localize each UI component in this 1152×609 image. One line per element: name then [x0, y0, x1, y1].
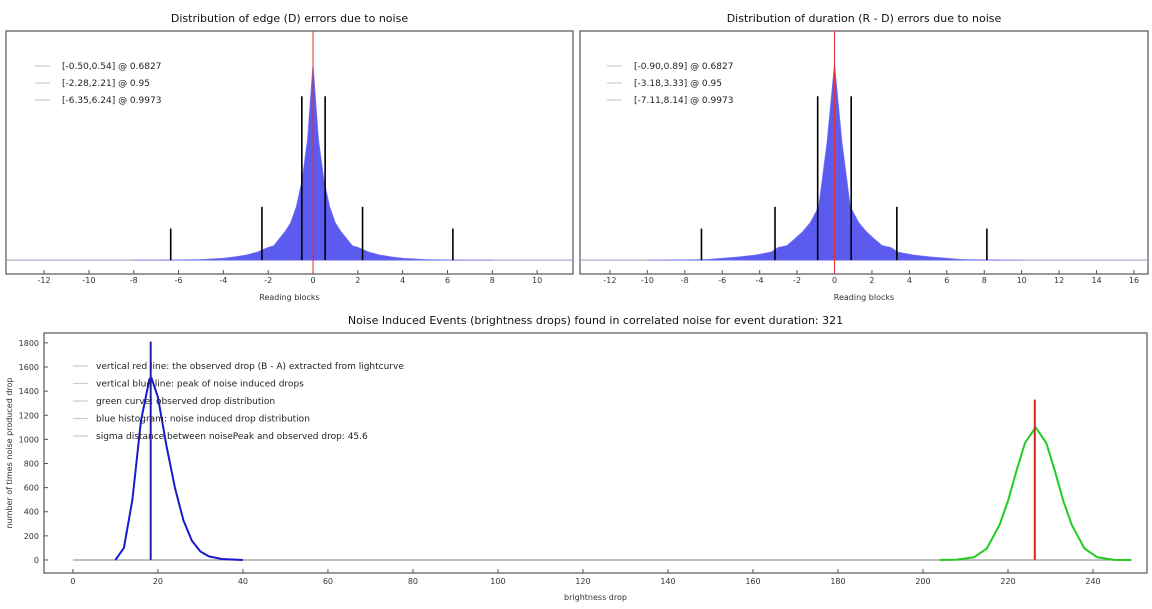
legend-entry: vertical red line: the observed drop (B …: [96, 362, 404, 372]
x-tick-label: 4: [907, 276, 912, 285]
x-tick-label: 2: [355, 276, 360, 285]
x-tick-label: 10: [532, 276, 542, 285]
x-tick-label: 8: [490, 276, 495, 285]
x-tick-label: 16: [1129, 276, 1139, 285]
legend-entry: [-0.50,0.54] @ 0.6827: [62, 62, 161, 72]
x-axis-label: Reading blocks: [259, 293, 319, 302]
y-tick-label: 0: [34, 556, 39, 565]
y-tick-label: 1800: [19, 339, 39, 348]
x-axis-label: Reading blocks: [834, 293, 894, 302]
legend-entry: [-7.11,8.14] @ 0.9973: [634, 96, 733, 106]
x-tick-label: 10: [1017, 276, 1027, 285]
y-tick-label: 200: [24, 532, 39, 541]
x-tick-label: 120: [575, 577, 590, 586]
y-tick-label: 1000: [19, 435, 39, 444]
legend-entry: [-3.18,3.33] @ 0.95: [634, 79, 722, 89]
y-axis-label: number of times noise produced drop: [5, 378, 14, 529]
chart-panel-2: Noise Induced Events (brightness drops) …: [5, 314, 1148, 602]
legend-entry: blue histogram: noise induced drop distr…: [96, 415, 310, 425]
legend-entry: [-6.35,6.24] @ 0.9973: [62, 96, 161, 106]
x-tick-label: 60: [323, 577, 333, 586]
y-tick-label: 1600: [19, 363, 39, 372]
x-tick-label: 6: [445, 276, 450, 285]
x-tick-label: 160: [745, 577, 760, 586]
x-tick-label: 0: [832, 276, 837, 285]
x-tick-label: -10: [82, 276, 95, 285]
x-tick-label: -8: [681, 276, 689, 285]
y-tick-label: 1200: [19, 411, 39, 420]
x-tick-label: -4: [219, 276, 227, 285]
chart-title: Distribution of duration (R - D) errors …: [727, 12, 1002, 25]
x-tick-label: 4: [400, 276, 405, 285]
legend-entry: vertical blue line: peak of noise induce…: [96, 380, 304, 390]
legend-entry: [-0.90,0.89] @ 0.6827: [634, 62, 733, 72]
x-tick-label: -2: [793, 276, 801, 285]
y-tick-label: 800: [24, 459, 39, 468]
plot-frame: [43, 332, 1148, 574]
x-tick-label: -12: [38, 276, 51, 285]
x-tick-label: 80: [408, 577, 418, 586]
x-tick-label: -6: [175, 276, 183, 285]
blue-histogram-line: [114, 376, 243, 561]
y-tick-label: 600: [24, 484, 39, 493]
chart-title: Distribution of edge (D) errors due to n…: [171, 12, 408, 25]
chart-panel-0: Distribution of edge (D) errors due to n…: [5, 12, 574, 302]
x-tick-label: 2: [869, 276, 874, 285]
x-tick-label: -4: [756, 276, 764, 285]
x-tick-label: 6: [944, 276, 949, 285]
x-tick-label: -2: [264, 276, 272, 285]
x-tick-label: -8: [130, 276, 138, 285]
x-tick-label: -6: [718, 276, 726, 285]
x-tick-label: 200: [915, 577, 930, 586]
x-tick-label: -10: [641, 276, 654, 285]
x-tick-label: 12: [1054, 276, 1064, 285]
legend-entry: sigma distance between noisePeak and obs…: [96, 432, 368, 442]
x-tick-label: 240: [1085, 577, 1100, 586]
legend-entry: green curve: observed drop distribution: [96, 397, 275, 407]
y-tick-label: 400: [24, 508, 39, 517]
x-tick-label: 0: [310, 276, 315, 285]
x-axis-label: brightness drop: [564, 593, 627, 602]
y-tick-label: 1400: [19, 387, 39, 396]
x-tick-label: -12: [603, 276, 616, 285]
x-tick-label: 140: [660, 577, 675, 586]
chart-panel-1: Distribution of duration (R - D) errors …: [579, 12, 1149, 302]
chart-title: Noise Induced Events (brightness drops) …: [348, 314, 843, 327]
x-tick-label: 20: [153, 577, 163, 586]
x-tick-label: 40: [238, 577, 248, 586]
x-tick-label: 220: [1000, 577, 1015, 586]
x-tick-label: 100: [490, 577, 505, 586]
x-tick-label: 14: [1091, 276, 1101, 285]
x-tick-label: 8: [982, 276, 987, 285]
x-tick-label: 0: [70, 577, 75, 586]
legend-entry: [-2.28,2.21] @ 0.95: [62, 79, 150, 89]
x-tick-label: 180: [830, 577, 845, 586]
